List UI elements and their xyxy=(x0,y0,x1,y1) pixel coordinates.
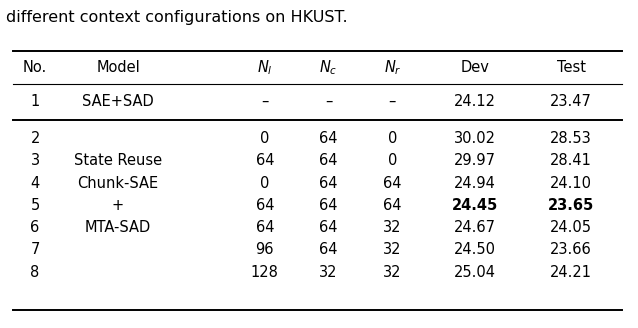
Text: SAE+SAD: SAE+SAD xyxy=(82,94,154,109)
Text: 32: 32 xyxy=(383,220,401,235)
Text: 24.05: 24.05 xyxy=(550,220,592,235)
Text: No.: No. xyxy=(23,60,47,75)
Text: –: – xyxy=(261,94,269,109)
Text: 64: 64 xyxy=(320,242,338,257)
Text: 96: 96 xyxy=(256,242,274,257)
Text: 64: 64 xyxy=(256,220,274,235)
Text: 29.97: 29.97 xyxy=(454,153,496,168)
Text: Test: Test xyxy=(556,60,586,75)
Text: 24.12: 24.12 xyxy=(454,94,496,109)
Text: 0: 0 xyxy=(388,153,397,168)
Text: 64: 64 xyxy=(256,198,274,213)
Text: 0: 0 xyxy=(260,131,269,146)
Text: $N_r$: $N_r$ xyxy=(383,58,401,77)
Text: 28.53: 28.53 xyxy=(550,131,592,146)
Text: 64: 64 xyxy=(320,131,338,146)
Text: 24.50: 24.50 xyxy=(454,242,496,257)
Text: different context configurations on HKUST.: different context configurations on HKUS… xyxy=(6,10,348,25)
Text: –: – xyxy=(389,94,396,109)
Text: 6: 6 xyxy=(31,220,40,235)
Text: Chunk-SAE: Chunk-SAE xyxy=(77,175,159,191)
Text: 5: 5 xyxy=(31,198,40,213)
Text: State Reuse: State Reuse xyxy=(74,153,162,168)
Text: 1: 1 xyxy=(31,94,40,109)
Text: 32: 32 xyxy=(383,242,401,257)
Text: 23.47: 23.47 xyxy=(550,94,592,109)
Text: 28.41: 28.41 xyxy=(550,153,592,168)
Text: 0: 0 xyxy=(260,175,269,191)
Text: 24.67: 24.67 xyxy=(454,220,496,235)
Text: 2: 2 xyxy=(31,131,40,146)
Text: 24.45: 24.45 xyxy=(452,198,498,213)
Text: 23.65: 23.65 xyxy=(548,198,594,213)
Text: 24.94: 24.94 xyxy=(454,175,496,191)
Text: 32: 32 xyxy=(383,265,401,280)
Text: MTA-SAD: MTA-SAD xyxy=(85,220,151,235)
Text: +: + xyxy=(112,198,124,213)
Text: 64: 64 xyxy=(383,198,401,213)
Text: 64: 64 xyxy=(320,220,338,235)
Text: 24.21: 24.21 xyxy=(550,265,592,280)
Text: –: – xyxy=(325,94,332,109)
Text: $N_c$: $N_c$ xyxy=(320,58,338,77)
Text: $N_l$: $N_l$ xyxy=(257,58,272,77)
Text: Model: Model xyxy=(96,60,140,75)
Text: 4: 4 xyxy=(31,175,40,191)
Text: 64: 64 xyxy=(320,198,338,213)
Text: 23.66: 23.66 xyxy=(550,242,592,257)
Text: Dev: Dev xyxy=(461,60,490,75)
Text: 30.02: 30.02 xyxy=(454,131,496,146)
Text: 64: 64 xyxy=(383,175,401,191)
Text: 3: 3 xyxy=(31,153,40,168)
Text: 24.10: 24.10 xyxy=(550,175,592,191)
Text: 64: 64 xyxy=(320,153,338,168)
Text: 64: 64 xyxy=(256,153,274,168)
Text: 128: 128 xyxy=(251,265,279,280)
Text: 25.04: 25.04 xyxy=(454,265,496,280)
Text: 0: 0 xyxy=(388,131,397,146)
Text: 8: 8 xyxy=(31,265,40,280)
Text: 7: 7 xyxy=(31,242,40,257)
Text: 32: 32 xyxy=(320,265,338,280)
Text: 64: 64 xyxy=(320,175,338,191)
